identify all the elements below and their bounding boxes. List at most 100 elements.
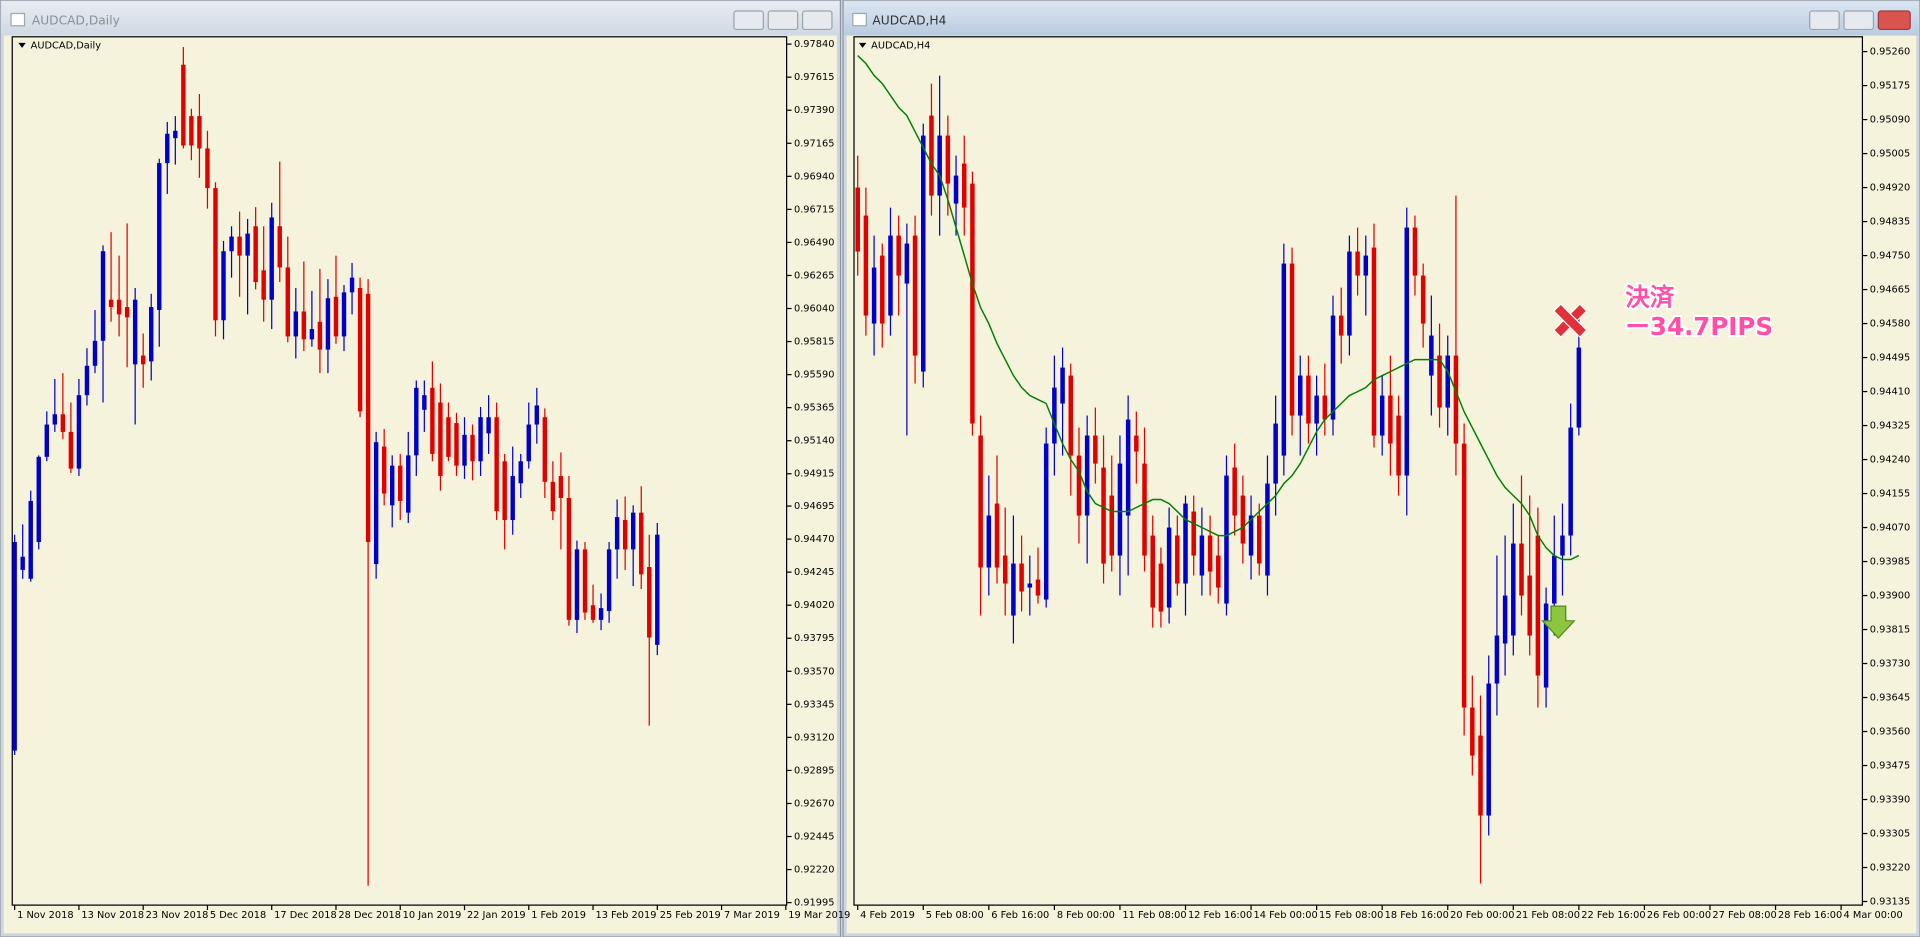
y-tick-label: 0.95260 — [1870, 47, 1910, 58]
y-tick-label: 0.91995 — [794, 898, 834, 909]
moving-average — [857, 55, 1580, 561]
candle-body — [1068, 375, 1074, 456]
candle-body — [1322, 395, 1328, 420]
candle-body — [1461, 443, 1467, 708]
candle-body — [253, 226, 258, 283]
candle-body — [454, 423, 459, 466]
candle-body — [1453, 355, 1459, 444]
candle-body — [197, 116, 202, 149]
candle-body — [309, 329, 315, 340]
close-button[interactable] — [1877, 10, 1911, 31]
y-tick-label: 0.95140 — [794, 436, 834, 447]
candle-body — [1191, 511, 1196, 556]
candle-body — [961, 163, 967, 208]
candle-body — [1355, 251, 1360, 276]
plot-frame — [11, 36, 788, 906]
y-tick-label: 0.92220 — [794, 865, 834, 876]
window-title: AUDCAD,H4 — [872, 13, 946, 27]
x-tick-label: 14 Feb 00:00 — [1254, 910, 1318, 921]
y-tick-label: 0.93475 — [1870, 761, 1910, 772]
candle-body — [430, 387, 435, 454]
candle-body — [269, 217, 274, 300]
x-tick-label: 27 Feb 08:00 — [1712, 910, 1776, 921]
y-tick-label: 0.93345 — [794, 699, 834, 710]
chart-menu-arrow[interactable] — [858, 42, 867, 48]
y-tick-label: 0.93645 — [1870, 693, 1910, 704]
candle-body — [1265, 483, 1270, 576]
y-tick-label: 0.97615 — [794, 72, 834, 83]
window-icon — [10, 12, 26, 27]
candle-body — [1347, 251, 1352, 336]
candle-body — [1568, 427, 1573, 536]
candle-body — [285, 267, 290, 337]
chart-marks: 0.97840 0.97615 0.97390 0.97165 0.96940 0.967… — [12, 39, 1910, 921]
candle-body — [317, 321, 323, 350]
candle-body — [1199, 535, 1205, 576]
candle-body — [1240, 495, 1246, 544]
y-tick-label: 0.94410 — [1870, 387, 1910, 398]
maximize-button[interactable] — [1843, 10, 1875, 31]
window-daily: AUDCAD,Daily AUDCAD,Daily — [0, 0, 842, 937]
candle-body — [406, 455, 411, 513]
y-tick-label: 0.94245 — [794, 567, 834, 578]
candle-body — [1552, 555, 1557, 604]
candle-body — [1420, 275, 1426, 324]
candle-body — [1338, 315, 1344, 336]
window-icon — [852, 12, 867, 27]
candle-body — [1527, 575, 1532, 636]
candle-body — [1248, 515, 1254, 556]
x-tick-label: 7 Mar 2019 — [724, 910, 780, 921]
x-tick-label: 11 Feb 08:00 — [1122, 910, 1186, 921]
candle-body — [1142, 463, 1147, 556]
candle-body — [116, 299, 122, 315]
minimize-button[interactable] — [1809, 10, 1840, 31]
candle-body — [28, 500, 33, 579]
candle-body — [438, 402, 443, 476]
candle-body — [1060, 367, 1065, 404]
candle-body — [12, 542, 17, 751]
candle-body — [149, 307, 154, 362]
candle-body — [261, 270, 266, 300]
y-tick-label: 0.93220 — [1870, 863, 1910, 874]
y-tick-label: 0.93730 — [1870, 659, 1910, 670]
y-tick-label: 0.96940 — [794, 171, 834, 182]
candle-body — [970, 183, 975, 424]
x-tick-label: 20 Feb 00:00 — [1450, 910, 1514, 921]
candle-body — [100, 251, 106, 341]
minimize-button[interactable] — [733, 10, 764, 31]
x-tick-label: 21 Feb 08:00 — [1516, 910, 1580, 921]
y-tick-label: 0.94695 — [794, 501, 834, 512]
y-tick-label: 0.94920 — [1870, 183, 1910, 194]
x-tick-label: 26 Feb 00:00 — [1647, 910, 1711, 921]
candle-body — [1134, 435, 1139, 452]
candle-body — [189, 116, 194, 146]
y-tick-label: 0.95175 — [1870, 81, 1910, 92]
maximize-button[interactable] — [767, 10, 799, 31]
title-bar — [844, 1, 1919, 36]
candle-body — [542, 417, 548, 482]
x-tick-label: 1 Feb 2019 — [531, 910, 586, 921]
candle-body — [655, 534, 660, 645]
candle-body — [140, 355, 146, 365]
candle-body — [855, 187, 860, 252]
candle-body — [245, 233, 250, 256]
x-tick-label: 22 Feb 16:00 — [1581, 910, 1645, 921]
candle-body — [1183, 503, 1188, 584]
x-tick-label: 19 Mar 2019 — [788, 910, 850, 921]
y-tick-label: 0.93795 — [794, 633, 834, 644]
candle-body — [1379, 395, 1385, 436]
close-button[interactable] — [801, 10, 833, 31]
candle-body — [1494, 635, 1500, 684]
candle-body — [1396, 415, 1401, 476]
x-tick-label: 6 Feb 16:00 — [991, 910, 1049, 921]
chart-menu-arrow[interactable] — [18, 42, 26, 48]
candle-body — [422, 395, 427, 410]
x-tick-label: 22 Jan 2019 — [467, 910, 526, 921]
candle-body — [1543, 603, 1549, 688]
candle-body — [341, 292, 347, 337]
y-tick-label: 0.95090 — [1870, 115, 1910, 126]
candle-body — [1035, 579, 1041, 596]
y-tick-label: 0.97165 — [794, 138, 834, 149]
